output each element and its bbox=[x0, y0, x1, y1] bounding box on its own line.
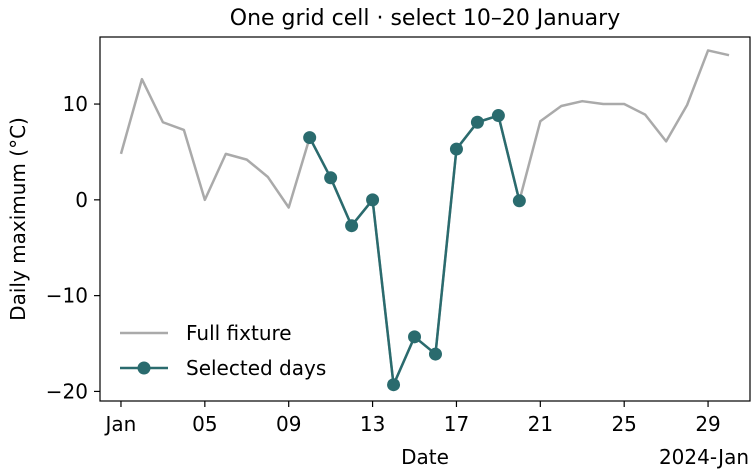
y-tick-label: 0 bbox=[75, 188, 88, 212]
x-tick-label: 21 bbox=[528, 412, 553, 436]
legend: Full fixture Selected days bbox=[120, 321, 326, 380]
plot-frame bbox=[99, 36, 751, 402]
selected-days-point bbox=[512, 194, 526, 208]
y-axis-label: Daily maximum (°C) bbox=[6, 117, 30, 321]
y-tick-label: −10 bbox=[46, 284, 88, 308]
legend-label-selected-days: Selected days bbox=[186, 356, 326, 380]
selected-days-point bbox=[387, 378, 401, 392]
selected-days-point bbox=[366, 193, 380, 207]
x-axis-offset-label: 2024-Jan bbox=[659, 445, 749, 469]
selected-days-point bbox=[408, 330, 422, 344]
x-tick-label: 13 bbox=[360, 412, 385, 436]
x-axis-label: Date bbox=[401, 445, 449, 469]
y-axis: 10 0 −10 −20 bbox=[46, 92, 100, 403]
legend-marker-selected-days bbox=[137, 361, 151, 375]
x-tick-label: 17 bbox=[444, 412, 469, 436]
x-tick-label: 05 bbox=[192, 412, 217, 436]
x-tick-label: 25 bbox=[611, 412, 636, 436]
x-tick-label: 29 bbox=[695, 412, 720, 436]
selected-days-point bbox=[324, 171, 338, 185]
selected-days-point bbox=[428, 347, 442, 361]
x-tick-label: 09 bbox=[276, 412, 301, 436]
y-tick-label: −20 bbox=[46, 379, 88, 403]
selected-days-point bbox=[345, 219, 359, 233]
y-tick-label: 10 bbox=[63, 92, 88, 116]
selected-days-point bbox=[449, 142, 463, 156]
selected-days-point bbox=[491, 109, 505, 123]
x-axis: Jan 05 09 13 17 21 25 29 bbox=[104, 401, 721, 436]
selected-days-point bbox=[303, 131, 317, 145]
chart-title: One grid cell · select 10–20 January bbox=[230, 6, 620, 31]
x-tick-label: Jan bbox=[104, 412, 137, 436]
selected-days-point bbox=[470, 115, 484, 129]
plot-area bbox=[119, 49, 730, 392]
legend-label-full-fixture: Full fixture bbox=[186, 321, 292, 345]
